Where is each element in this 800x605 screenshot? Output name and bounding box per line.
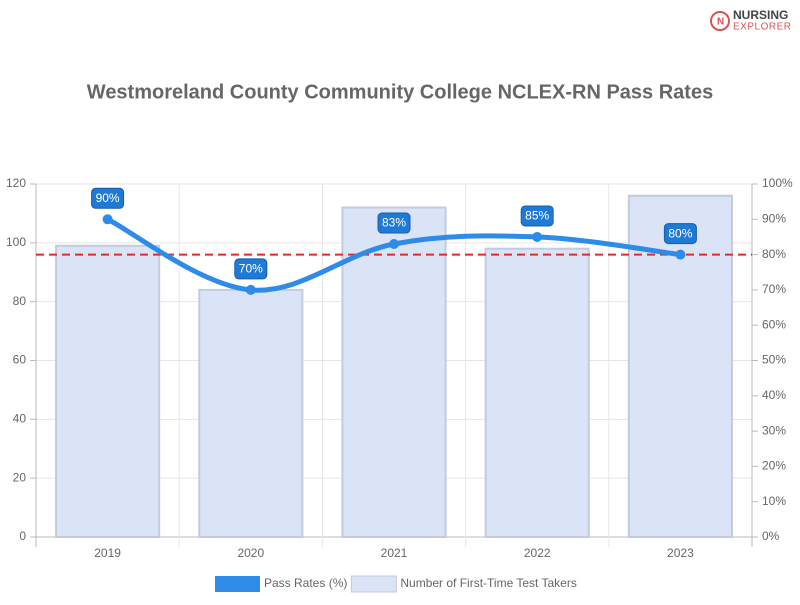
bar <box>55 244 161 538</box>
label-box <box>234 258 268 280</box>
y2-tick-label: 20% <box>762 459 786 473</box>
y-tick-label: 120 <box>6 176 26 190</box>
y2-tick-label: 80% <box>762 247 786 261</box>
legend-swatch <box>350 575 397 593</box>
y2-tick-label: 50% <box>762 353 786 367</box>
y2-tick-label: 40% <box>762 388 786 402</box>
y-tick-label: 100 <box>6 235 26 249</box>
label-box <box>91 187 125 209</box>
logo-mark: N <box>717 17 724 28</box>
y-tick-label: 40 <box>13 412 27 426</box>
bar <box>341 206 447 539</box>
point <box>389 239 399 250</box>
y2-tick-label: 0% <box>762 529 780 543</box>
data-label: 90% <box>96 191 120 205</box>
y2-tick-label: 70% <box>762 282 786 296</box>
y2-tick-label: 30% <box>762 423 786 437</box>
legend-label: Number of First-Time Test Takers <box>400 576 576 590</box>
point <box>102 214 113 225</box>
logo-line: NURSING <box>733 8 788 22</box>
y-tick-label: 0 <box>19 529 26 543</box>
y2-tick-label: 90% <box>762 211 786 225</box>
y2-tick-label: 100% <box>762 176 793 190</box>
bar <box>484 247 590 538</box>
y2-tick-label: 10% <box>762 494 786 508</box>
data-label: 83% <box>382 216 406 230</box>
data-label: 70% <box>239 262 263 276</box>
x-tick-label: 2022 <box>524 546 551 560</box>
y-tick-label: 80 <box>13 294 27 308</box>
logo-icon <box>710 11 730 31</box>
data-label: 85% <box>525 209 549 223</box>
bar <box>198 288 304 538</box>
y-tick-label: 60 <box>13 353 27 367</box>
x-tick-label: 2021 <box>381 546 408 560</box>
label-box <box>377 212 411 234</box>
label-box <box>663 223 697 245</box>
legend-label: Pass Rates (%) <box>264 576 347 590</box>
logo-line: EXPLORER <box>733 22 791 33</box>
point <box>532 231 543 242</box>
label-box <box>520 205 554 227</box>
x-tick-label: 2019 <box>94 546 121 560</box>
point <box>675 249 686 260</box>
chart-title: Westmoreland County Community College NC… <box>87 81 713 103</box>
x-tick-label: 2020 <box>237 546 264 560</box>
point <box>245 284 256 295</box>
x-tick-label: 2023 <box>667 546 694 560</box>
legend-swatch <box>215 576 260 592</box>
y-tick-label: 20 <box>13 470 27 484</box>
y2-tick-label: 60% <box>762 317 786 331</box>
data-label: 80% <box>668 226 692 240</box>
